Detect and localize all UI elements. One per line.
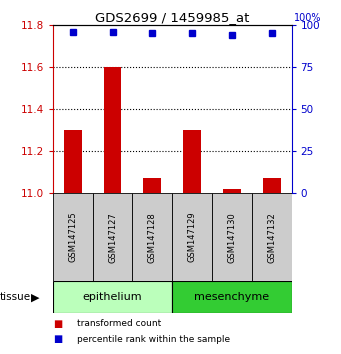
Text: percentile rank within the sample: percentile rank within the sample — [77, 335, 230, 344]
Text: ▶: ▶ — [31, 292, 39, 302]
Bar — [143, 178, 161, 193]
Text: GSM147130: GSM147130 — [227, 212, 236, 263]
Bar — [64, 130, 82, 193]
Bar — [183, 130, 201, 193]
Bar — [252, 193, 292, 281]
Text: tissue: tissue — [0, 292, 31, 302]
Bar — [172, 193, 212, 281]
Bar — [223, 189, 241, 193]
Text: GSM147127: GSM147127 — [108, 212, 117, 263]
Text: transformed count: transformed count — [77, 319, 161, 329]
Bar — [104, 67, 121, 193]
Text: epithelium: epithelium — [83, 292, 142, 302]
Bar — [172, 281, 292, 313]
Title: GDS2699 / 1459985_at: GDS2699 / 1459985_at — [95, 11, 249, 24]
Bar — [53, 281, 172, 313]
Text: 100%: 100% — [294, 13, 322, 23]
Text: ■: ■ — [53, 319, 62, 329]
Text: mesenchyme: mesenchyme — [194, 292, 269, 302]
Text: GSM147132: GSM147132 — [267, 212, 276, 263]
Text: GSM147125: GSM147125 — [68, 212, 77, 263]
Bar — [212, 193, 252, 281]
Text: GSM147128: GSM147128 — [148, 212, 157, 263]
Bar — [93, 193, 132, 281]
Text: ■: ■ — [53, 334, 62, 344]
Bar — [132, 193, 172, 281]
Text: GSM147129: GSM147129 — [188, 212, 197, 263]
Bar — [53, 193, 93, 281]
Bar — [263, 178, 281, 193]
